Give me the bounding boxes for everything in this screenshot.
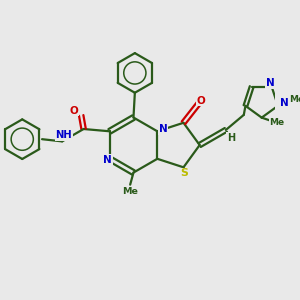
Text: Me: Me <box>269 118 284 127</box>
Text: S: S <box>180 168 188 178</box>
Text: O: O <box>196 96 205 106</box>
Text: N: N <box>266 79 275 88</box>
Text: H: H <box>227 133 235 143</box>
Text: N: N <box>159 124 168 134</box>
Text: O: O <box>69 106 78 116</box>
Text: Me: Me <box>289 95 300 104</box>
Text: NH: NH <box>55 130 72 140</box>
Text: N: N <box>103 155 112 165</box>
Text: Me: Me <box>122 187 138 196</box>
Text: N: N <box>280 98 288 107</box>
